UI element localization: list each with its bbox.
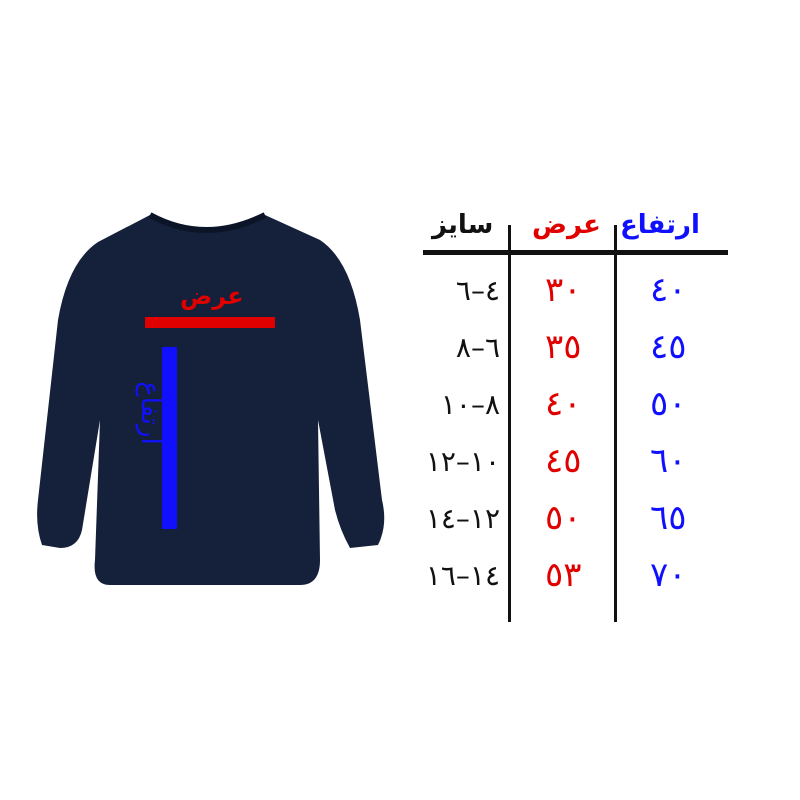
column-divider <box>508 225 511 622</box>
cell-size: ١٢–١٤ <box>425 502 500 535</box>
header-height: ارتفاع <box>620 210 700 240</box>
height-label: ارتفاع <box>134 381 165 445</box>
cell-height: ٤٥ <box>650 327 687 367</box>
width-bar <box>145 317 275 328</box>
header-divider <box>423 250 728 255</box>
header-width: عرض <box>532 210 601 240</box>
cell-width: ٣٥ <box>545 327 582 367</box>
cell-width: ٣٠ <box>545 270 582 310</box>
cell-height: ٧٠ <box>650 555 687 595</box>
cell-width: ٤٠ <box>545 384 582 424</box>
cell-height: ٥٠ <box>650 384 687 424</box>
height-bar <box>162 347 177 529</box>
cell-height: ٤٠ <box>650 270 687 310</box>
column-divider <box>614 225 617 622</box>
cell-size: ١٤–١٦ <box>425 559 500 592</box>
cell-size: ١٠–١٢ <box>425 445 500 478</box>
cell-size: ٤–٦ <box>455 274 500 307</box>
cell-width: ٥٠ <box>545 498 582 538</box>
cell-width: ٤٥ <box>545 441 582 481</box>
header-size: سایز <box>432 210 494 240</box>
cell-height: ٦٠ <box>650 441 687 481</box>
collar <box>148 212 267 233</box>
cell-size: ٦–٨ <box>455 331 500 364</box>
width-label: عرض <box>180 282 244 310</box>
cell-width: ٥٣ <box>545 555 582 595</box>
cell-size: ٨–١٠ <box>440 388 500 421</box>
cell-height: ٦٥ <box>650 498 687 538</box>
sweatshirt-body <box>37 215 385 585</box>
